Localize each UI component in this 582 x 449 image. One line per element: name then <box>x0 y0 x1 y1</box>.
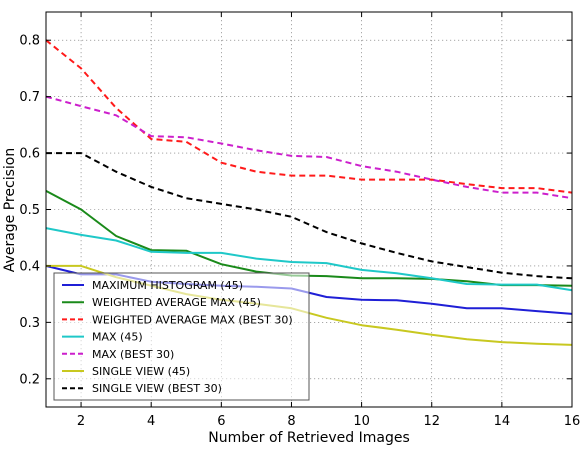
x-tick-label: 10 <box>353 414 370 429</box>
y-tick-label: 0.8 <box>19 34 40 49</box>
x-tick-label: 16 <box>564 414 581 429</box>
legend-label: MAX (45) <box>92 331 143 344</box>
y-tick-label: 0.4 <box>19 259 40 274</box>
series-line-4 <box>45 227 573 292</box>
legend-box <box>53 272 310 401</box>
y-tick-label: 0.5 <box>19 203 40 218</box>
series-line-2 <box>45 190 573 287</box>
legend-label: WEIGHTED AVERAGE MAX (45) <box>92 296 261 309</box>
legend: MAXIMUM HISTOGRAM (45) WEIGHTED AVERAGE M… <box>53 272 310 401</box>
y-tick-label: 0.7 <box>19 90 40 105</box>
x-tick-label: 6 <box>217 414 225 429</box>
series-line-3 <box>45 39 573 194</box>
x-axis-label: Number of Retrieved Images <box>208 430 409 446</box>
legend-label: SINGLE VIEW (45) <box>92 365 190 378</box>
x-tick-label: 8 <box>287 414 295 429</box>
legend-label: WEIGHTED AVERAGE MAX (BEST 30) <box>92 313 293 326</box>
x-tick-label: 4 <box>147 414 155 429</box>
x-tick-label: 2 <box>77 414 85 429</box>
x-tick-label: 12 <box>423 414 440 429</box>
series-line-7 <box>46 152 573 280</box>
y-tick-label: 0.3 <box>19 316 40 331</box>
legend-label: SINGLE VIEW (BEST 30) <box>92 382 222 395</box>
x-tick-label: 14 <box>494 414 511 429</box>
series-line-5 <box>45 95 573 200</box>
legend-label: MAXIMUM HISTOGRAM (45) <box>92 279 243 292</box>
y-axis-label: Average Precision <box>2 148 18 272</box>
tick-layer: 2 4 6 8 10 12 14 16 0.2 0.3 0.4 0.5 0.6 0.7 0.8 <box>19 12 580 429</box>
y-tick-label: 0.2 <box>19 372 40 387</box>
y-tick-label: 0.6 <box>19 147 40 162</box>
legend-label: MAX (BEST 30) <box>92 348 174 361</box>
